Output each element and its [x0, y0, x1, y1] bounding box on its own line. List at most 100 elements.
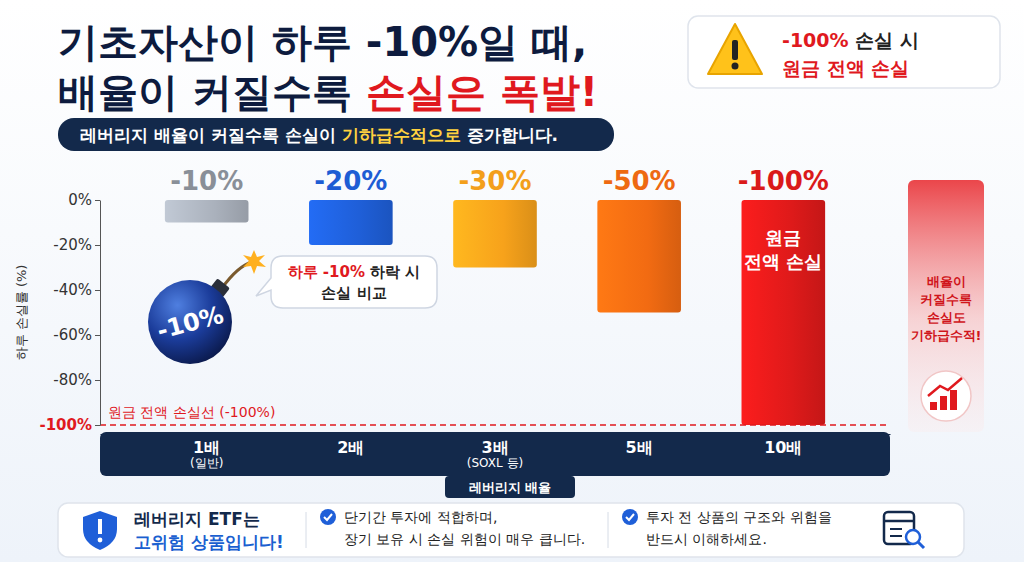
x-axis-line — [101, 434, 891, 435]
bubble-text: 손실 비교 — [321, 284, 386, 302]
side-icon-bar — [950, 390, 957, 410]
y-tick-label: 0% — [68, 191, 92, 209]
subtitle-part: 레버리지 배율이 커질수록 손실이 — [80, 125, 342, 145]
warning-icon-bar — [732, 40, 738, 60]
data-label: -30% — [458, 166, 531, 196]
y-tick-label: -40% — [53, 281, 92, 299]
footer-warning: 고위험 상품입니다! — [134, 532, 284, 552]
x-tick: 2배 — [337, 434, 364, 457]
search-icon — [906, 530, 920, 544]
y-tick: 0% — [68, 191, 100, 209]
title: 배율이 커질수록 손실은 폭발! — [58, 69, 598, 115]
x-tick: 10배 — [764, 434, 802, 457]
bubble-text-part: 하락 시 — [365, 263, 420, 281]
footer-point: 투자 전 상품의 구조와 위험을 — [646, 509, 832, 525]
check-icon — [622, 509, 638, 525]
bar — [742, 200, 826, 425]
x-tick-label: 1배 — [193, 438, 220, 457]
footer-point: 장기 보유 시 손실 위험이 매우 큽니다. — [344, 531, 585, 547]
warning-text: 원금 전액 손실 — [782, 57, 909, 79]
shield-dot — [98, 538, 103, 543]
side-icon — [921, 371, 971, 421]
side-note: 손실도 — [927, 310, 966, 325]
subtitle-part: 증가합니다. — [461, 125, 558, 145]
x-tick-note: (일반) — [190, 456, 223, 470]
y-tick: -100% — [39, 416, 100, 434]
y-tick-mark — [95, 425, 100, 426]
y-tick-label: -80% — [53, 371, 92, 389]
reference-line — [100, 424, 890, 426]
y-tick-label: -100% — [39, 416, 92, 434]
x-axis-title: 레버리지 배율 — [469, 480, 552, 495]
category-band — [100, 432, 890, 476]
y-tick-label: -60% — [53, 326, 92, 344]
x-tick-note: (SOXL 등) — [467, 456, 523, 470]
y-tick: -80% — [53, 371, 100, 389]
bar — [453, 200, 537, 268]
bar-text: 원금 — [765, 227, 801, 248]
bar-text: 전액 손실 — [744, 251, 822, 272]
x-tick-label: 10배 — [764, 438, 802, 457]
x-title-tab — [445, 476, 575, 498]
y-axis-line — [100, 201, 101, 426]
y-tick-mark — [95, 245, 100, 246]
y-tick-mark — [95, 290, 100, 291]
side-column — [908, 180, 984, 432]
warning-icon — [708, 24, 762, 74]
footer-divider — [306, 512, 307, 548]
bar — [165, 200, 249, 223]
y-tick: -60% — [53, 326, 100, 344]
footer-point: 단기간 투자에 적합하며, — [344, 509, 497, 525]
warning-box — [688, 16, 1000, 88]
subtitle: 레버리지 배율이 커질수록 손실이 기하급수적으로 증가합니다. — [80, 125, 558, 145]
y-tick-mark — [95, 380, 100, 381]
shield-bang — [98, 519, 102, 534]
title-part: 손실은 폭발! — [366, 69, 598, 115]
y-tick: -40% — [53, 281, 100, 299]
footer-divider — [608, 512, 609, 548]
y-tick-label: -20% — [53, 236, 92, 254]
footer-box — [58, 503, 964, 557]
shield-icon — [83, 511, 117, 550]
footer-warning: 레버리지 ETF는 — [134, 509, 260, 529]
y-axis-title: 하루 손실률 (%) — [14, 265, 29, 361]
bar — [597, 200, 681, 313]
side-icon-bar — [940, 396, 947, 410]
page: 기초자산이 하루 -10%일 때,배율이 커질수록 손실은 폭발! 레버리지 배율… — [0, 0, 1024, 562]
subtitle-banner — [58, 118, 614, 151]
warning-text: -100% 손실 시 — [782, 29, 919, 51]
side-note: 기하급수적! — [911, 328, 982, 343]
x-tick-label: 5배 — [626, 438, 653, 457]
warning-text-part: 손실 시 — [849, 29, 919, 51]
check-icon — [320, 509, 336, 525]
y-tick-mark — [95, 200, 100, 201]
bomb-label: -10% — [154, 301, 226, 345]
data-label: -20% — [314, 166, 387, 196]
title: 기초자산이 하루 -10%일 때, — [58, 19, 587, 65]
data-label: -100% — [738, 166, 829, 196]
bar — [309, 200, 393, 245]
warning-text-part: 원금 전액 손실 — [782, 57, 909, 79]
x-tick-label: 3배 — [481, 438, 508, 457]
x-tick: 1배(일반) — [190, 434, 223, 470]
x-tick-label: 2배 — [337, 438, 364, 457]
warning-text-part: -100% — [782, 29, 849, 51]
bomb: -10% — [148, 250, 266, 364]
bubble — [256, 256, 437, 308]
bubble-text: 하루 -10% 하락 시 — [288, 263, 421, 281]
check-mark — [324, 514, 332, 520]
x-tick: 3배(SOXL 등) — [467, 434, 523, 470]
y-tick: -20% — [53, 236, 100, 254]
bubble-text-part: 손실 비교 — [321, 284, 386, 302]
title-part: 기초자산이 하루 -10%일 때, — [58, 19, 587, 65]
x-axis: 1배(일반) 2배 3배(SOXL 등) 5배 10배 — [101, 434, 891, 470]
footer-point: 반드시 이해하세요. — [646, 531, 767, 547]
search-handle — [918, 542, 924, 548]
data-label: -10% — [170, 166, 243, 196]
calendar-bar — [884, 520, 914, 523]
bars — [165, 200, 825, 425]
y-tick-mark — [95, 335, 100, 336]
chart-svg: 기초자산이 하루 -10%일 때,배율이 커질수록 손실은 폭발! 레버리지 배율… — [0, 0, 1024, 562]
x-tick: 5배 — [626, 434, 653, 457]
bubble-text-part: 하루 -10% — [288, 263, 365, 281]
